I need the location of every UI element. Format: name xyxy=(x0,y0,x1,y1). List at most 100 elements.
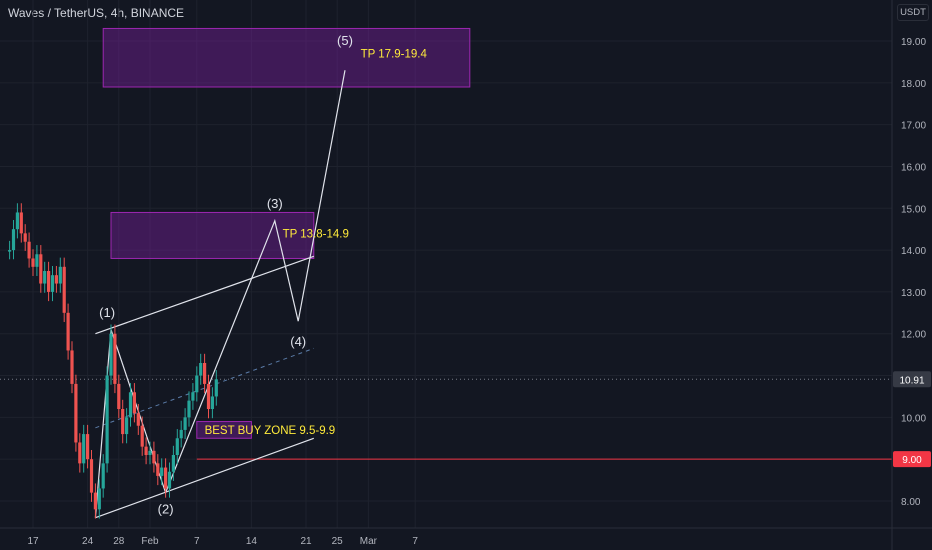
currency-badge[interactable]: USDT xyxy=(897,4,929,21)
y-tick-label: 12.00 xyxy=(901,330,926,341)
candle-body xyxy=(210,396,214,409)
candle-body xyxy=(136,413,140,426)
candle-body xyxy=(101,463,105,489)
candle-body xyxy=(160,467,164,476)
y-tick-label: 17.00 xyxy=(901,121,926,132)
candle-body xyxy=(175,438,179,455)
candle-body xyxy=(8,250,12,252)
wave-label: (1) xyxy=(99,305,115,320)
x-tick-label: 21 xyxy=(300,536,312,547)
elliott-wave-path xyxy=(94,70,346,518)
candle-body xyxy=(164,467,168,489)
wave-label: (5) xyxy=(337,33,353,48)
candle-body xyxy=(70,350,74,384)
channel-lower-line xyxy=(95,437,315,519)
candle-body xyxy=(15,212,19,230)
candle-body xyxy=(214,379,218,397)
target-zone-3 xyxy=(196,421,252,439)
candle-body xyxy=(31,258,35,267)
trend-lines xyxy=(0,70,892,519)
candle-body xyxy=(109,333,113,376)
x-tick-label: 25 xyxy=(332,536,344,547)
candle-body xyxy=(171,455,175,472)
candle-body xyxy=(183,417,187,430)
x-tick-label: 7 xyxy=(412,536,418,547)
x-tick-label: 28 xyxy=(113,536,125,547)
candle-body xyxy=(50,275,55,292)
wave-label: (2) xyxy=(158,501,174,516)
channel-upper-line xyxy=(95,255,315,335)
support-price-badge: 9.00 xyxy=(902,455,922,466)
candle-body xyxy=(167,471,172,489)
labels: TP 17.9-19.4 TP 13.8-14.9 BEST BUY ZONE 9.… xyxy=(99,33,427,516)
candle-body xyxy=(27,241,31,259)
candle-body xyxy=(203,363,207,384)
y-tick-label: 18.00 xyxy=(901,79,926,90)
x-tick-label: 7 xyxy=(194,536,200,547)
candle-body xyxy=(121,409,125,435)
x-tick-label: 14 xyxy=(246,536,258,547)
zones xyxy=(102,27,471,439)
candle-body xyxy=(179,429,183,439)
candle-body xyxy=(62,266,66,313)
candle-body xyxy=(128,392,133,418)
candle-body xyxy=(66,312,70,351)
candle-body xyxy=(199,363,203,376)
candle-body xyxy=(23,233,27,242)
candles xyxy=(8,203,218,519)
candle-body xyxy=(144,446,148,455)
candle-body xyxy=(117,383,121,409)
candle-body xyxy=(78,442,82,464)
candle-body xyxy=(58,266,62,284)
zone-annotation: TP 13.8-14.9 xyxy=(283,228,349,240)
zone-annotation: TP 17.9-19.4 xyxy=(361,49,428,61)
chart-title: Waves / TetherUS, 4h, BINANCE xyxy=(8,6,185,20)
y-tick-label: 8.00 xyxy=(901,497,921,508)
candle-body xyxy=(39,254,43,284)
current-price-badge-bg xyxy=(893,371,931,388)
candle-body xyxy=(140,425,144,447)
y-tick-label: 16.00 xyxy=(901,162,926,173)
wave-label: (4) xyxy=(290,334,306,349)
candle-body xyxy=(47,271,51,292)
candle-body xyxy=(89,459,94,493)
candle-body xyxy=(191,392,195,401)
candle-body xyxy=(195,375,199,393)
candle-body xyxy=(187,400,191,418)
y-tick-label: 10.00 xyxy=(901,413,926,424)
x-tick-label: 24 xyxy=(82,536,94,547)
candle-body xyxy=(35,254,39,267)
target-zone-1 xyxy=(102,27,471,88)
candle-body xyxy=(86,434,90,460)
y-tick-label: 14.00 xyxy=(901,246,926,257)
candle-body xyxy=(113,333,117,384)
current-price-badge: 10.91 xyxy=(899,375,924,386)
target-zone-2 xyxy=(110,211,315,259)
candle-body xyxy=(148,450,152,455)
candle-body xyxy=(19,212,23,234)
y-tick-label: 15.00 xyxy=(901,204,926,215)
candle-body xyxy=(11,229,16,251)
candle-body xyxy=(97,488,101,510)
channel-mid-line xyxy=(95,347,314,429)
y-tick-label: 19.00 xyxy=(901,37,926,48)
candle-body xyxy=(125,417,129,435)
candle-body xyxy=(54,275,58,284)
candle-body xyxy=(206,383,211,409)
candle-body xyxy=(43,271,47,284)
zone-annotation: BEST BUY ZONE 9.5-9.9 xyxy=(205,425,336,437)
candle-body xyxy=(132,392,136,414)
candle-body xyxy=(82,434,86,464)
wave-label: (3) xyxy=(267,196,283,211)
candle-body xyxy=(105,375,109,464)
x-tick-label: 17 xyxy=(27,536,39,547)
x-tick-label: Feb xyxy=(141,536,159,547)
candle-body xyxy=(152,450,156,464)
candle-body xyxy=(74,383,78,443)
x-tick-label: Mar xyxy=(360,536,378,547)
y-tick-label: 13.00 xyxy=(901,288,926,299)
candle-body xyxy=(93,492,97,510)
support-price-badge-bg xyxy=(893,451,931,468)
